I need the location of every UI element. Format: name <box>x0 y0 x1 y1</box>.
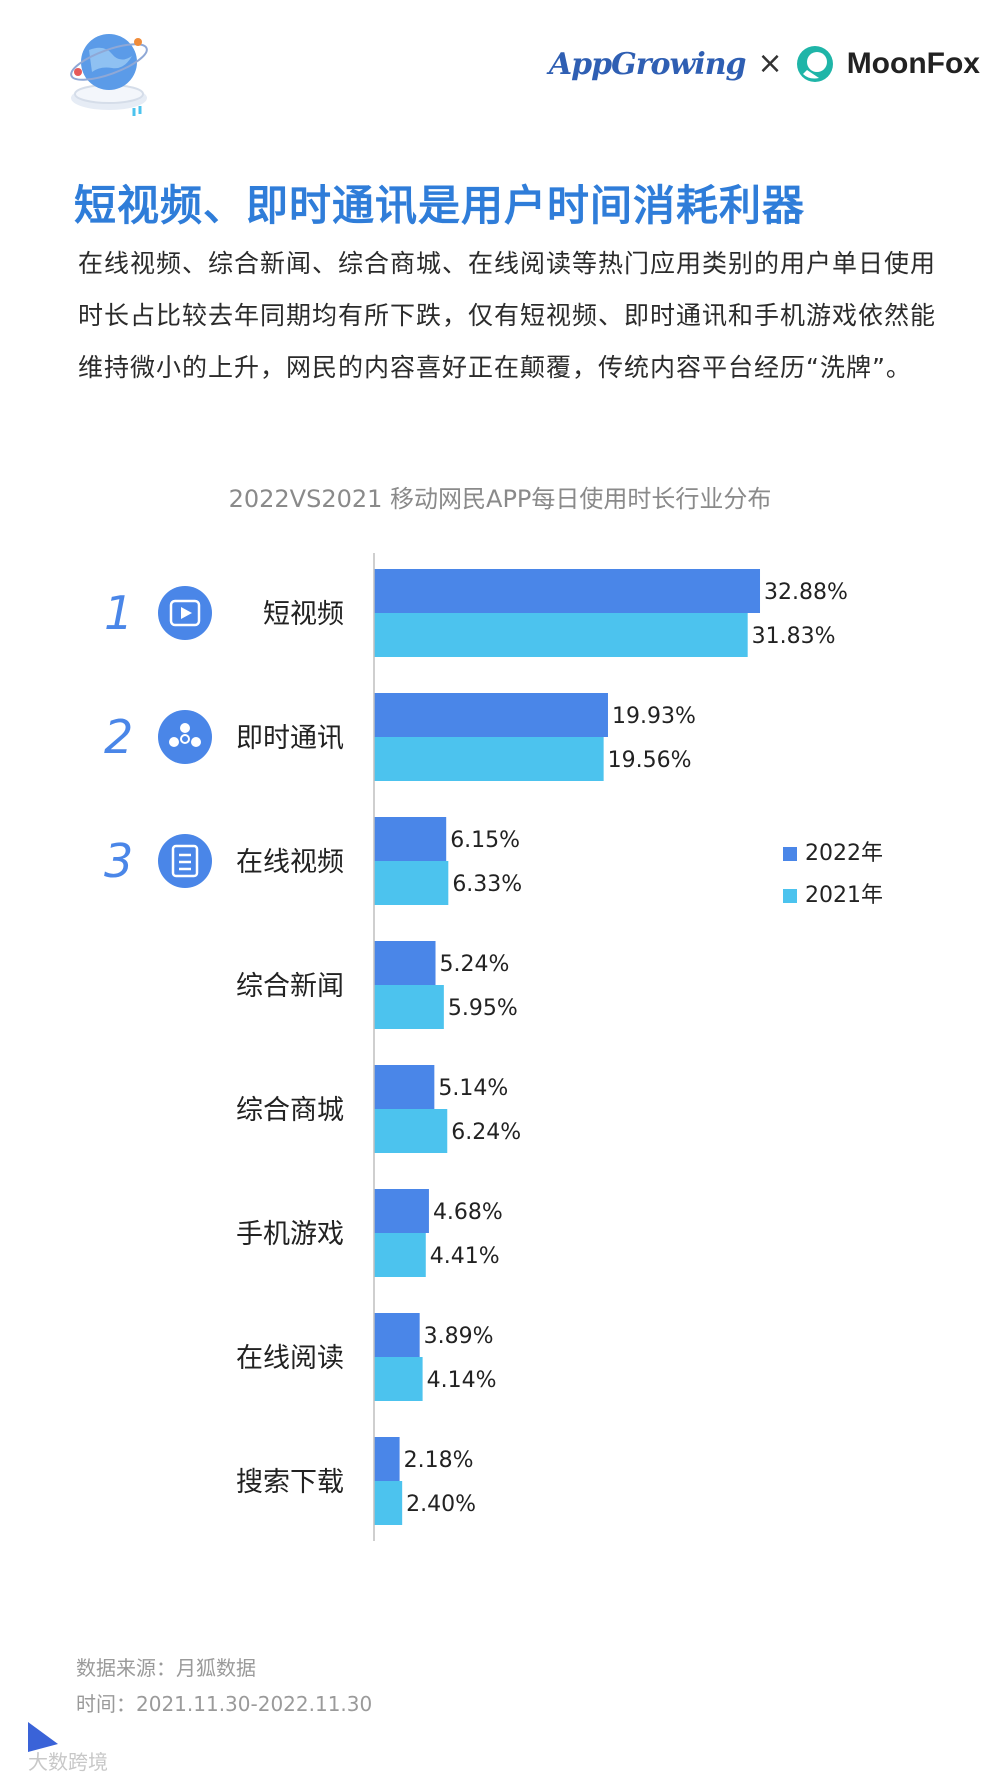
value-label-2022: 3.89% <box>424 1324 494 1349</box>
bar-2022 <box>374 569 761 613</box>
category-label: 综合商城 <box>236 1095 344 1126</box>
value-label-2021: 4.41% <box>430 1244 500 1269</box>
bar-2021 <box>374 861 449 905</box>
bar-2022 <box>374 693 608 737</box>
brand-separator: × <box>757 46 783 81</box>
value-label-2022: 19.93% <box>612 704 696 729</box>
bar-2022 <box>374 1313 420 1357</box>
value-label-2021: 5.95% <box>448 996 518 1021</box>
value-label-2021: 4.14% <box>427 1368 497 1393</box>
person-head <box>180 723 190 733</box>
bar-2022 <box>374 941 436 985</box>
category-label: 搜索下载 <box>236 1467 344 1498</box>
moonfox-logo-icon <box>796 46 833 82</box>
bar-2021 <box>374 737 604 781</box>
value-label-2022: 4.68% <box>433 1200 503 1225</box>
value-label-2021: 2.40% <box>406 1492 476 1517</box>
category-label: 手机游戏 <box>236 1219 344 1250</box>
rank-number: 3 <box>104 834 133 888</box>
bar-2022 <box>374 1065 435 1109</box>
intro-paragraph: 在线视频、综合新闻、综合商城、在线阅读等热门应用类别的用户单日使用时长占比较去年… <box>78 249 937 382</box>
person-head <box>191 737 201 747</box>
rank-number: 1 <box>104 586 133 640</box>
people-chat-icon <box>158 710 212 764</box>
bar-2021 <box>374 985 444 1029</box>
value-label-2022: 2.18% <box>404 1448 474 1473</box>
doc-outline <box>171 844 199 878</box>
category-label: 短视频 <box>263 599 344 630</box>
value-label-2021: 31.83% <box>752 624 836 649</box>
value-label-2022: 5.24% <box>440 952 510 977</box>
appgrowing-logo: AppGrowing <box>548 46 747 82</box>
data-source: 数据来源：月狐数据 <box>76 1656 256 1680</box>
value-label-2022: 32.88% <box>764 580 848 605</box>
brand-lockup: AppGrowing × MoonFox <box>549 44 980 84</box>
legend-swatch-2021 <box>783 889 797 903</box>
play-triangle <box>181 607 192 619</box>
legend-label-2021: 2021年 <box>805 883 883 908</box>
corner-triangle-icon <box>28 1722 58 1752</box>
legend-label-2022: 2022年 <box>805 841 883 866</box>
value-label-2022: 5.14% <box>438 1076 508 1101</box>
category-label: 综合新闻 <box>236 971 344 1002</box>
bar-2021 <box>374 1109 448 1153</box>
bar-2022 <box>374 1437 400 1481</box>
value-label-2021: 6.33% <box>452 872 522 897</box>
category-label: 在线视频 <box>236 847 344 878</box>
page-title: 短视频、即时通讯是用户时间消耗利器 <box>74 181 806 230</box>
watermark: 大数跨境 <box>28 1750 108 1774</box>
globe-logo-icon <box>70 34 148 116</box>
data-time-range: 时间：2021.11.30-2022.11.30 <box>76 1692 373 1716</box>
bar-2021 <box>374 1357 423 1401</box>
category-label: 在线阅读 <box>236 1343 344 1374</box>
rank-number: 2 <box>104 710 133 764</box>
bar-2021 <box>374 613 748 657</box>
bar-2022 <box>374 817 447 861</box>
video-frame <box>169 599 201 627</box>
link-ring <box>180 734 190 744</box>
category-label: 即时通讯 <box>236 723 344 754</box>
bar-2021 <box>374 1233 426 1277</box>
bar-2021 <box>374 1481 403 1525</box>
bar-2022 <box>374 1189 429 1233</box>
chart-title: 2022VS2021 移动网民APP每日使用时长行业分布 <box>228 485 772 513</box>
moonfox-logo: MoonFox <box>846 47 980 80</box>
legend-swatch-2022 <box>783 847 797 861</box>
value-label-2021: 19.56% <box>608 748 692 773</box>
value-label-2021: 6.24% <box>451 1120 521 1145</box>
person-head <box>169 737 179 747</box>
value-label-2022: 6.15% <box>450 828 520 853</box>
